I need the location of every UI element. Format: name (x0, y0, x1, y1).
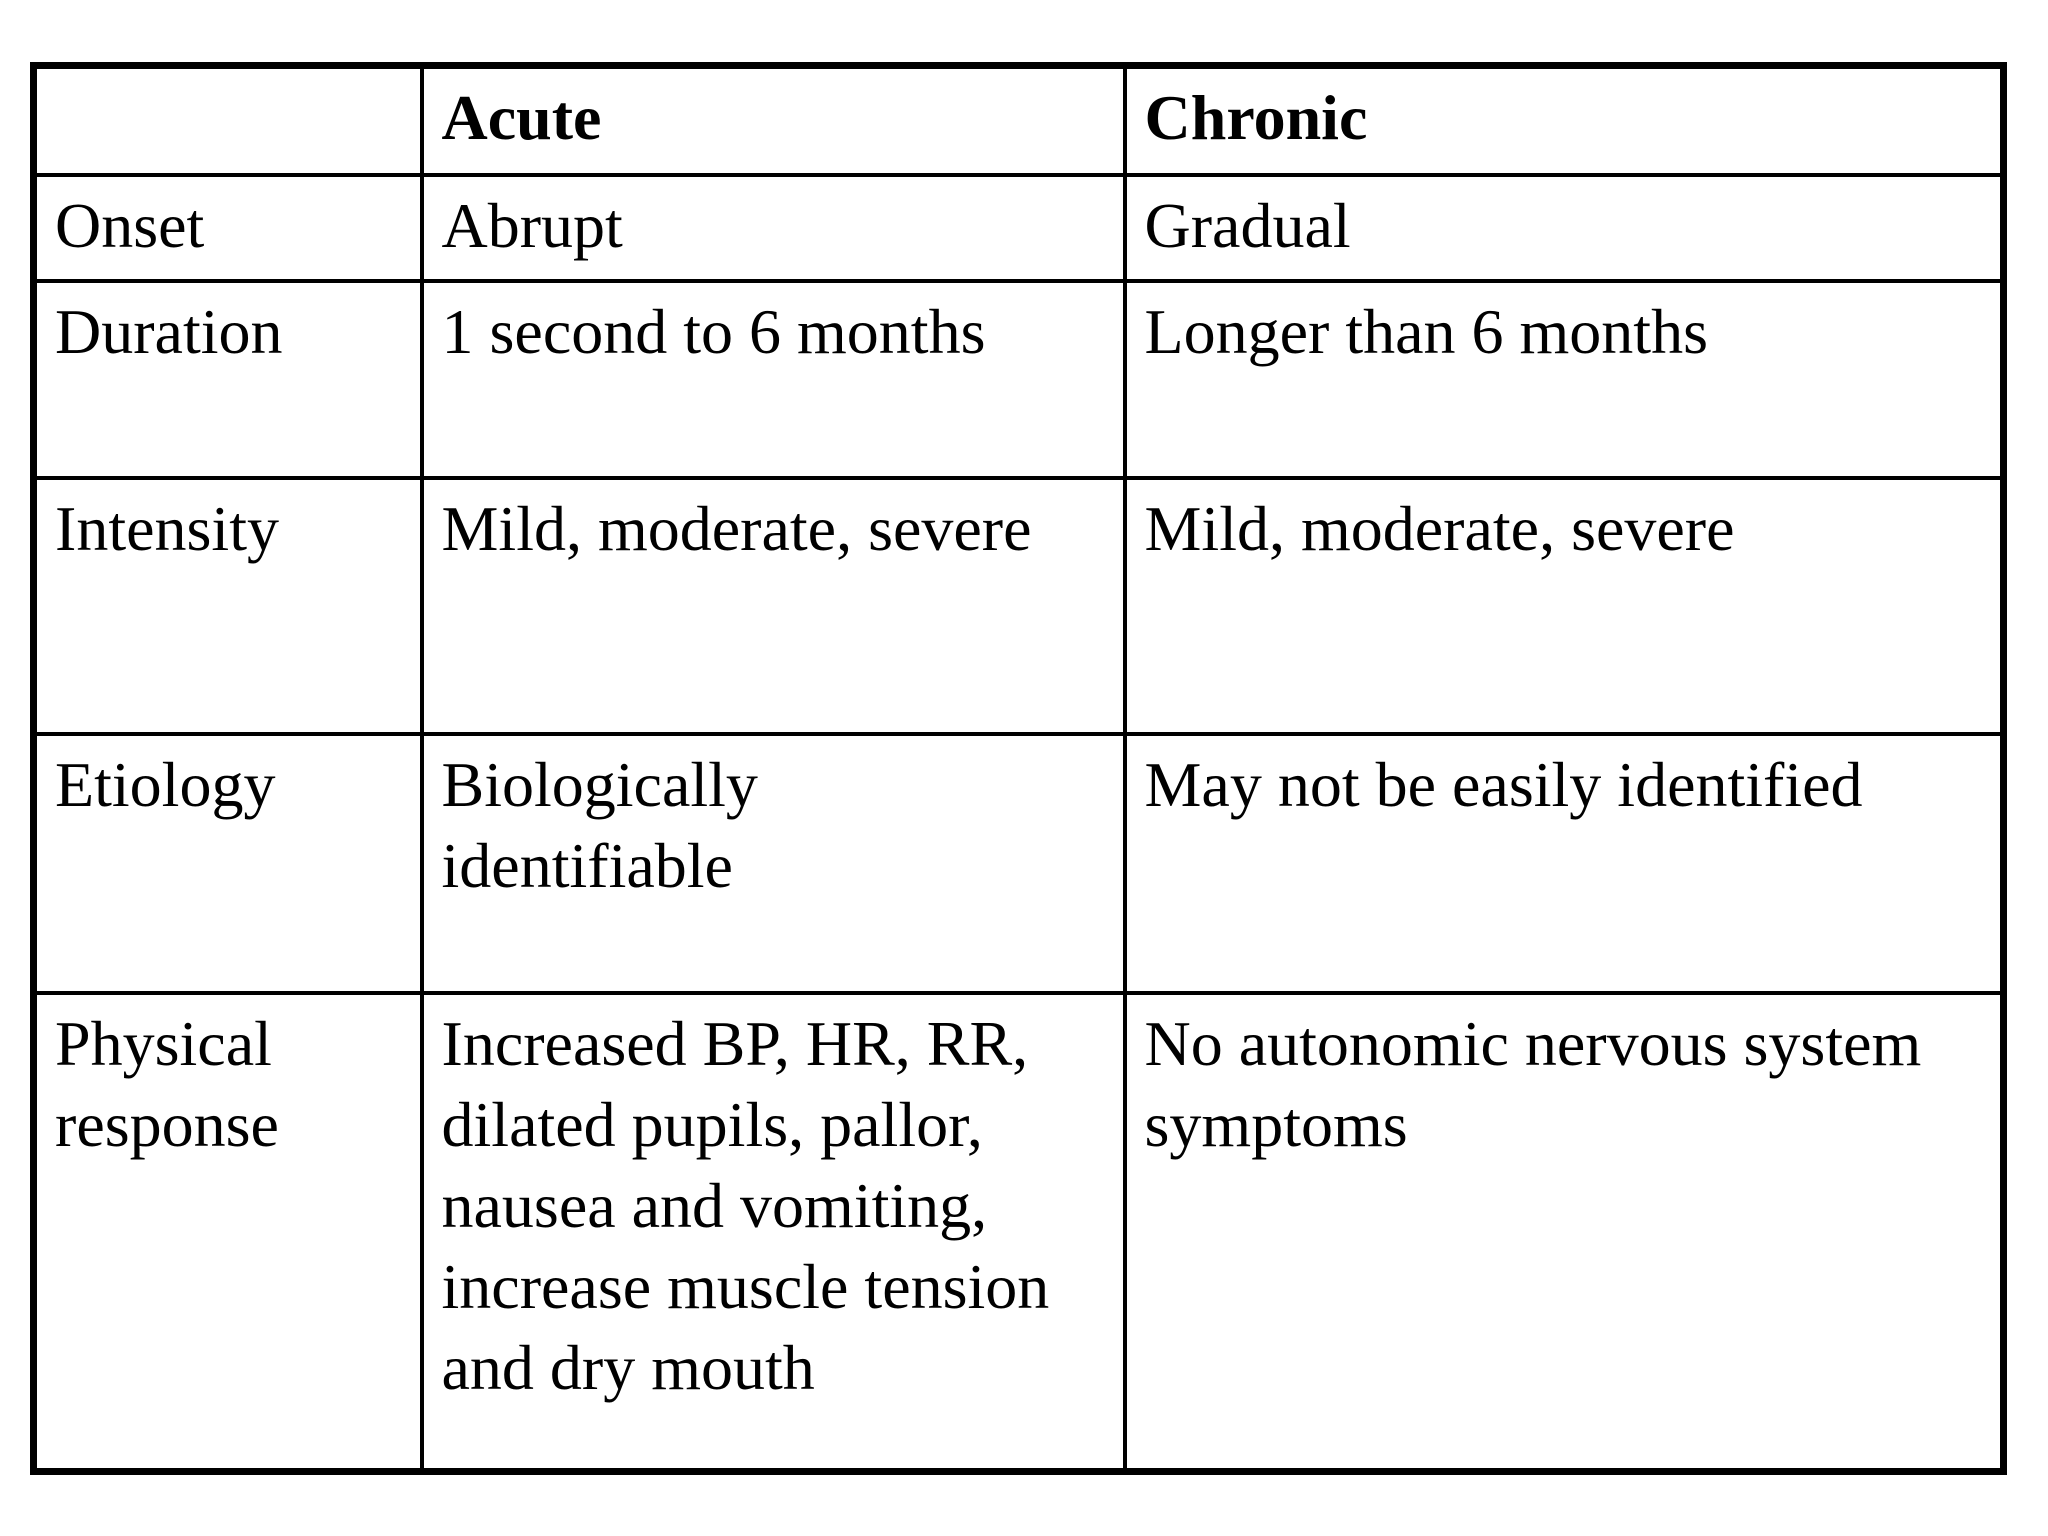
table-row-etiology: Etiology Biologically identifiable May n… (31, 731, 2006, 995)
header-cell-empty (31, 63, 424, 177)
cell-intensity-acute: Mild, moderate, severe (419, 475, 1127, 736)
cell-intensity-chronic: Mild, moderate, severe (1122, 475, 2006, 736)
cell-onset-chronic: Gradual (1122, 172, 2006, 283)
table-row-intensity: Intensity Mild, moderate, severe Mild, m… (31, 475, 2006, 736)
row-label-intensity: Intensity (31, 475, 424, 736)
row-label-physical-response: Physical response (31, 990, 424, 1474)
cell-duration-chronic: Longer than 6 months (1122, 278, 2006, 480)
cell-etiology-acute: Biologically identifiable (419, 731, 1127, 995)
cell-etiology-chronic: May not be easily identified (1122, 731, 2006, 995)
row-label-duration: Duration (31, 278, 424, 480)
table-row-duration: Duration 1 second to 6 months Longer tha… (31, 278, 2006, 480)
table-row-physical-response: Physical response Increased BP, HR, RR, … (31, 990, 2006, 1474)
table-header-row: Acute Chronic (31, 63, 2006, 177)
table-row-onset: Onset Abrupt Gradual (31, 172, 2006, 283)
header-cell-chronic: Chronic (1122, 63, 2006, 177)
cell-physical-response-chronic: No autonomic nervous system symptoms (1122, 990, 2006, 1474)
cell-duration-acute: 1 second to 6 months (419, 278, 1127, 480)
row-label-onset: Onset (31, 172, 424, 283)
row-label-etiology: Etiology (31, 731, 424, 995)
cell-physical-response-acute: Increased BP, HR, RR, dilated pupils, pa… (419, 990, 1127, 1474)
header-cell-acute: Acute (419, 63, 1127, 177)
cell-onset-acute: Abrupt (419, 172, 1127, 283)
acute-chronic-comparison-table: Acute Chronic Onset Abrupt Gradual Durat… (30, 62, 2007, 1475)
